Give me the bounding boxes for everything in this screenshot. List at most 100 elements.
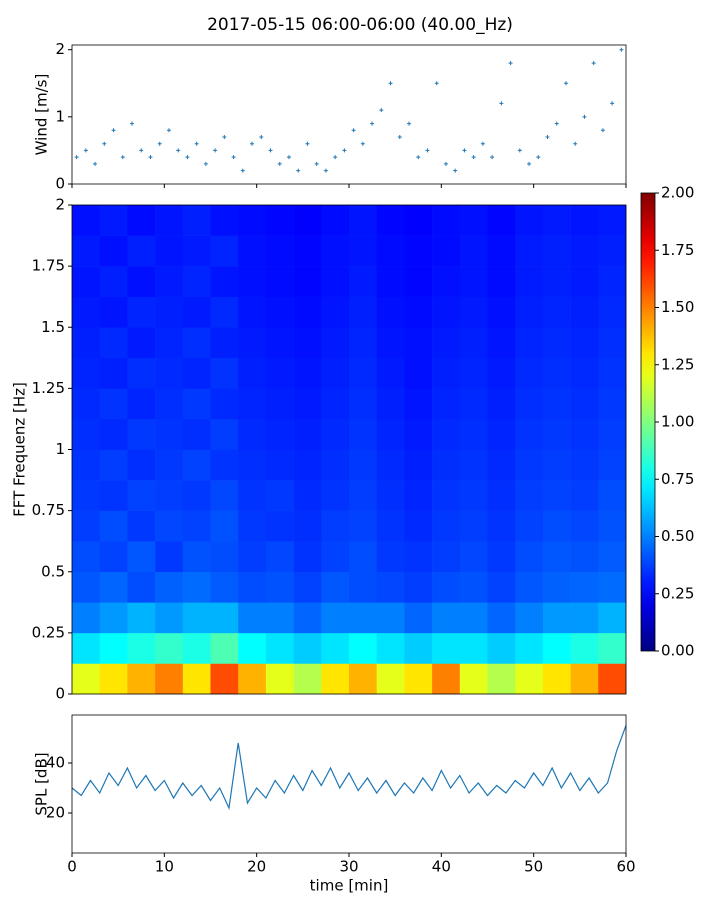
heatmap-cell — [542, 296, 571, 328]
heatmap-cell — [515, 510, 544, 542]
heatmap-cell — [265, 602, 294, 634]
heatmap-cell — [321, 266, 350, 297]
wind-point — [314, 161, 319, 166]
wind-point — [194, 141, 199, 146]
heatmap-cell — [432, 571, 461, 603]
heatmap-cell — [238, 296, 267, 328]
wind-point — [379, 108, 384, 113]
heatmap-cell — [238, 663, 267, 695]
wind-point — [323, 168, 328, 173]
heatmap-cell — [293, 510, 322, 542]
heatmap-cell — [515, 235, 544, 267]
wind-point — [573, 141, 578, 146]
wind-point — [370, 121, 375, 126]
heatmap-cell — [432, 235, 461, 267]
heatmap-cell — [155, 357, 184, 389]
wind-point — [388, 81, 393, 86]
wind-point — [296, 168, 301, 173]
x-tick-label: 10 — [155, 858, 174, 876]
heatmap-cell — [515, 663, 544, 695]
heatmap-cell — [349, 541, 377, 573]
heatmap-cell — [155, 571, 184, 603]
heatmap-cell — [459, 327, 488, 359]
wind-point — [203, 161, 208, 166]
heatmap-cell — [72, 632, 100, 664]
wind-point — [499, 101, 504, 106]
heatmap-cell — [210, 541, 239, 573]
heatmap-cell — [570, 632, 599, 664]
heatmap-cell — [487, 541, 516, 573]
heatmap-cell — [598, 632, 627, 664]
colorbar-tick-label: 1.25 — [661, 355, 694, 373]
x-tick-label: 30 — [339, 858, 358, 876]
colorbar-tick-label: 0.75 — [661, 470, 694, 488]
heatmap-cell — [404, 327, 433, 359]
heatmap-cell — [238, 571, 267, 603]
heatmap-cell — [376, 266, 405, 297]
heatmap-cell — [459, 266, 488, 297]
heatmap-cell — [238, 510, 267, 542]
heatmap-cell — [487, 235, 516, 267]
heatmap-cell — [99, 205, 128, 236]
heatmap-cell — [265, 235, 294, 267]
wind-point — [610, 101, 615, 106]
heatmap-cell — [182, 602, 211, 634]
y-tick-label: 0.25 — [32, 623, 65, 641]
heatmap-cell — [293, 235, 322, 267]
heatmap-cell — [376, 296, 405, 328]
heatmap-cell — [515, 480, 544, 511]
heatmap-cell — [72, 480, 100, 511]
heatmap-cell — [459, 571, 488, 603]
heatmap-cell — [487, 327, 516, 359]
heatmap-cell — [182, 541, 211, 573]
heatmap-cell — [515, 449, 544, 481]
wind-point — [360, 141, 365, 146]
heatmap-cell — [598, 480, 627, 511]
y-tick-label: 0.5 — [41, 562, 65, 580]
heatmap-cell — [155, 510, 184, 542]
heatmap-cell — [487, 480, 516, 511]
heatmap-cell — [515, 418, 544, 450]
heatmap-cell — [542, 541, 571, 573]
heatmap-cell — [127, 602, 156, 634]
heatmap-cell — [210, 571, 239, 603]
heatmap-cell — [459, 663, 488, 695]
heatmap-cell — [155, 632, 184, 664]
y-tick-label: 1 — [55, 440, 65, 458]
heatmap-cell — [542, 449, 571, 481]
y-tick-label: 1.5 — [41, 318, 65, 336]
heatmap-cell — [404, 235, 433, 267]
heatmap-cell — [542, 480, 571, 511]
heatmap-cell — [293, 663, 322, 695]
heatmap-cell — [99, 571, 128, 603]
wind-point — [277, 161, 282, 166]
heatmap-cell — [459, 418, 488, 450]
heatmap-cell — [293, 602, 322, 634]
heatmap-cell — [182, 357, 211, 389]
heatmap-cell — [515, 357, 544, 389]
heatmap-cell — [155, 449, 184, 481]
heatmap-cell — [432, 602, 461, 634]
wind-point — [563, 81, 568, 86]
y-tick-label: 1 — [55, 107, 65, 125]
heatmap-cell — [182, 510, 211, 542]
heatmap-cell — [265, 418, 294, 450]
x-tick-label: 20 — [247, 858, 266, 876]
colorbar-tick-label: 1.75 — [661, 241, 694, 259]
wind-point — [407, 121, 412, 126]
heatmap-cell — [432, 327, 461, 359]
heatmap-cell — [99, 266, 128, 297]
heatmap-cell — [321, 449, 350, 481]
heatmap-cell — [182, 388, 211, 420]
heatmap-cell — [515, 571, 544, 603]
heatmap-cell — [487, 266, 516, 297]
heatmap-cell — [72, 510, 100, 542]
colorbar — [640, 192, 656, 652]
heatmap-cell — [349, 510, 377, 542]
heatmap-cell — [265, 541, 294, 573]
heatmap-cell — [432, 541, 461, 573]
heatmap-cell — [155, 480, 184, 511]
x-tick-label: 40 — [432, 858, 451, 876]
heatmap-cell — [182, 327, 211, 359]
heatmap-cell — [598, 541, 627, 573]
